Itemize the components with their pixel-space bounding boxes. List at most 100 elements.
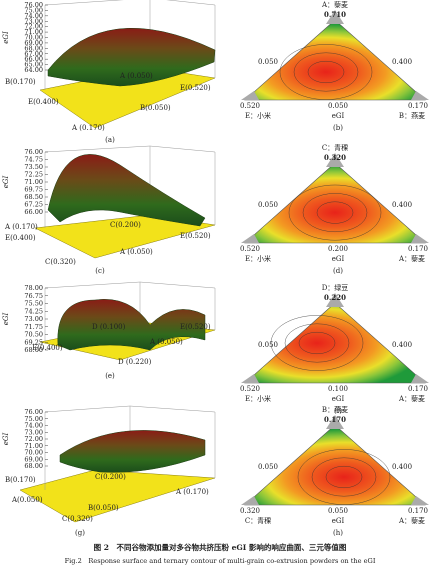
bottom-name: A：藜麦	[398, 394, 425, 403]
edge-value: 0.050	[258, 201, 278, 209]
contour-line	[297, 449, 391, 505]
y-axis-label: eGI	[2, 433, 10, 446]
ternary-contour	[244, 424, 426, 506]
corner	[411, 234, 429, 243]
bottom-name: eGI	[332, 517, 345, 525]
y-tick-label: 74.00	[24, 12, 43, 20]
bottom-name: A：藜麦	[398, 516, 425, 525]
caption-en: Fig.2 Response surface and ternary conto…	[65, 557, 376, 565]
caption-cn: 图 2 不同谷物添加量对多谷物共挤压粉 eGI 影响的响应曲面、三元等值图	[94, 542, 347, 552]
axis-label: A (0.170)	[175, 488, 209, 496]
bottom-name: B：燕麦	[399, 111, 425, 120]
y-tick-label: 76.00	[24, 408, 43, 416]
edge-value: 0.400	[392, 341, 412, 349]
y-tick-label: 70.00	[24, 34, 43, 42]
bottom-name: eGI	[332, 112, 345, 120]
panel-caption: (d)	[333, 267, 343, 275]
y-tick-label: 73.00	[24, 315, 43, 323]
y-tick-label: 70.50	[24, 331, 43, 339]
axis-label: A (0.050)	[149, 338, 183, 346]
y-tick-label: 74.25	[24, 307, 43, 315]
response-surface	[57, 299, 206, 351]
y-tick-label: 76.00	[24, 1, 43, 9]
axis-label: D (0.100)	[92, 323, 126, 331]
response-surface	[47, 154, 206, 227]
contour-line	[325, 466, 363, 489]
response-surface	[59, 430, 206, 473]
bottom-name: A：藜麦	[398, 254, 425, 263]
vertex-value: 0.170	[324, 415, 346, 424]
axis-label: E(0.520)	[180, 232, 211, 240]
axis-label: D (0.220)	[118, 358, 152, 366]
bottom-value: 0.050	[328, 507, 348, 515]
contour-line	[293, 52, 359, 92]
bottom-name: eGI	[332, 395, 345, 403]
y-tick-label: 69.25	[24, 338, 43, 346]
axis-label: B(0.050)	[140, 104, 171, 112]
vertex-name: D：绿豆	[322, 283, 349, 292]
corner	[326, 10, 344, 24]
bottom-value: 0.050	[328, 102, 348, 110]
contour-line	[316, 201, 354, 224]
bottom-value: 0.520	[240, 245, 260, 253]
axis-label: C(0.200)	[95, 473, 126, 481]
contour-line	[298, 332, 336, 355]
y-tick-label: 73.00	[24, 17, 43, 25]
axis-label: B(0.050)	[88, 504, 119, 512]
bottom-value: 0.170	[408, 245, 428, 253]
contour-line	[279, 44, 373, 100]
axis-label: E(0.400)	[28, 98, 59, 106]
vertex-value: 0.220	[324, 293, 346, 302]
edge-value: 0.400	[392, 201, 412, 209]
corner	[241, 234, 259, 243]
y-tick-label: 69.75	[24, 186, 43, 194]
bottom-name: C：青稞	[245, 516, 271, 525]
y-tick-label: 64.00	[24, 66, 43, 74]
panel-caption: (h)	[333, 529, 343, 537]
bottom-value: 0.170	[408, 102, 428, 110]
ternary-contour	[244, 19, 426, 101]
axis-label: E(0.520)	[180, 323, 211, 331]
contour-line	[311, 457, 377, 497]
corner	[411, 496, 429, 505]
vertex-name: B：燕麦	[322, 405, 348, 414]
y-tick-label: 76.00	[24, 148, 43, 156]
y-axis-label: eGI	[2, 31, 10, 44]
y-tick-label: 72.00	[24, 23, 43, 31]
panel-caption: (f)	[334, 407, 342, 415]
vertex-value: 0.710	[324, 10, 346, 19]
y-tick-label: 67.25	[24, 201, 43, 209]
contour-line	[288, 184, 382, 241]
vertex-value: 0.320	[324, 153, 346, 162]
y-tick-label: 78.00	[24, 284, 43, 292]
y-tick-label: 74.75	[24, 156, 43, 164]
bottom-name: eGI	[332, 255, 345, 263]
panel-caption: (a)	[105, 136, 115, 144]
y-tick-label: 69.00	[24, 39, 43, 47]
y-tick-label: 75.00	[24, 415, 43, 423]
axis-label: A (0.170)	[4, 223, 38, 231]
bottom-value: 0.520	[240, 102, 260, 110]
y-axis-label: eGI	[2, 176, 10, 189]
corner	[411, 374, 429, 383]
panel-caption: (b)	[333, 124, 343, 132]
y-tick-label: 73.50	[24, 163, 43, 171]
contour-line	[302, 193, 368, 233]
bottom-value: 0.520	[240, 385, 260, 393]
bottom-value: 0.320	[240, 507, 260, 515]
axis-label: C(0.320)	[62, 515, 93, 523]
y-tick-label: 72.00	[24, 435, 43, 443]
axis-label: C(0.320)	[45, 258, 76, 266]
y-tick-label: 71.75	[24, 323, 43, 331]
y-tick-label: 74.00	[24, 422, 43, 430]
axis-label: C(0.200)	[110, 221, 141, 229]
y-tick-label: 68.50	[24, 193, 43, 201]
y-tick-label: 66.00	[24, 208, 43, 216]
y-tick-label: 66.00	[24, 55, 43, 63]
y-axis-label: eGI	[2, 313, 10, 326]
corner	[326, 293, 344, 307]
edge-value: 0.050	[258, 463, 278, 471]
panel-caption: (c)	[95, 267, 105, 275]
contour-line	[284, 323, 350, 363]
